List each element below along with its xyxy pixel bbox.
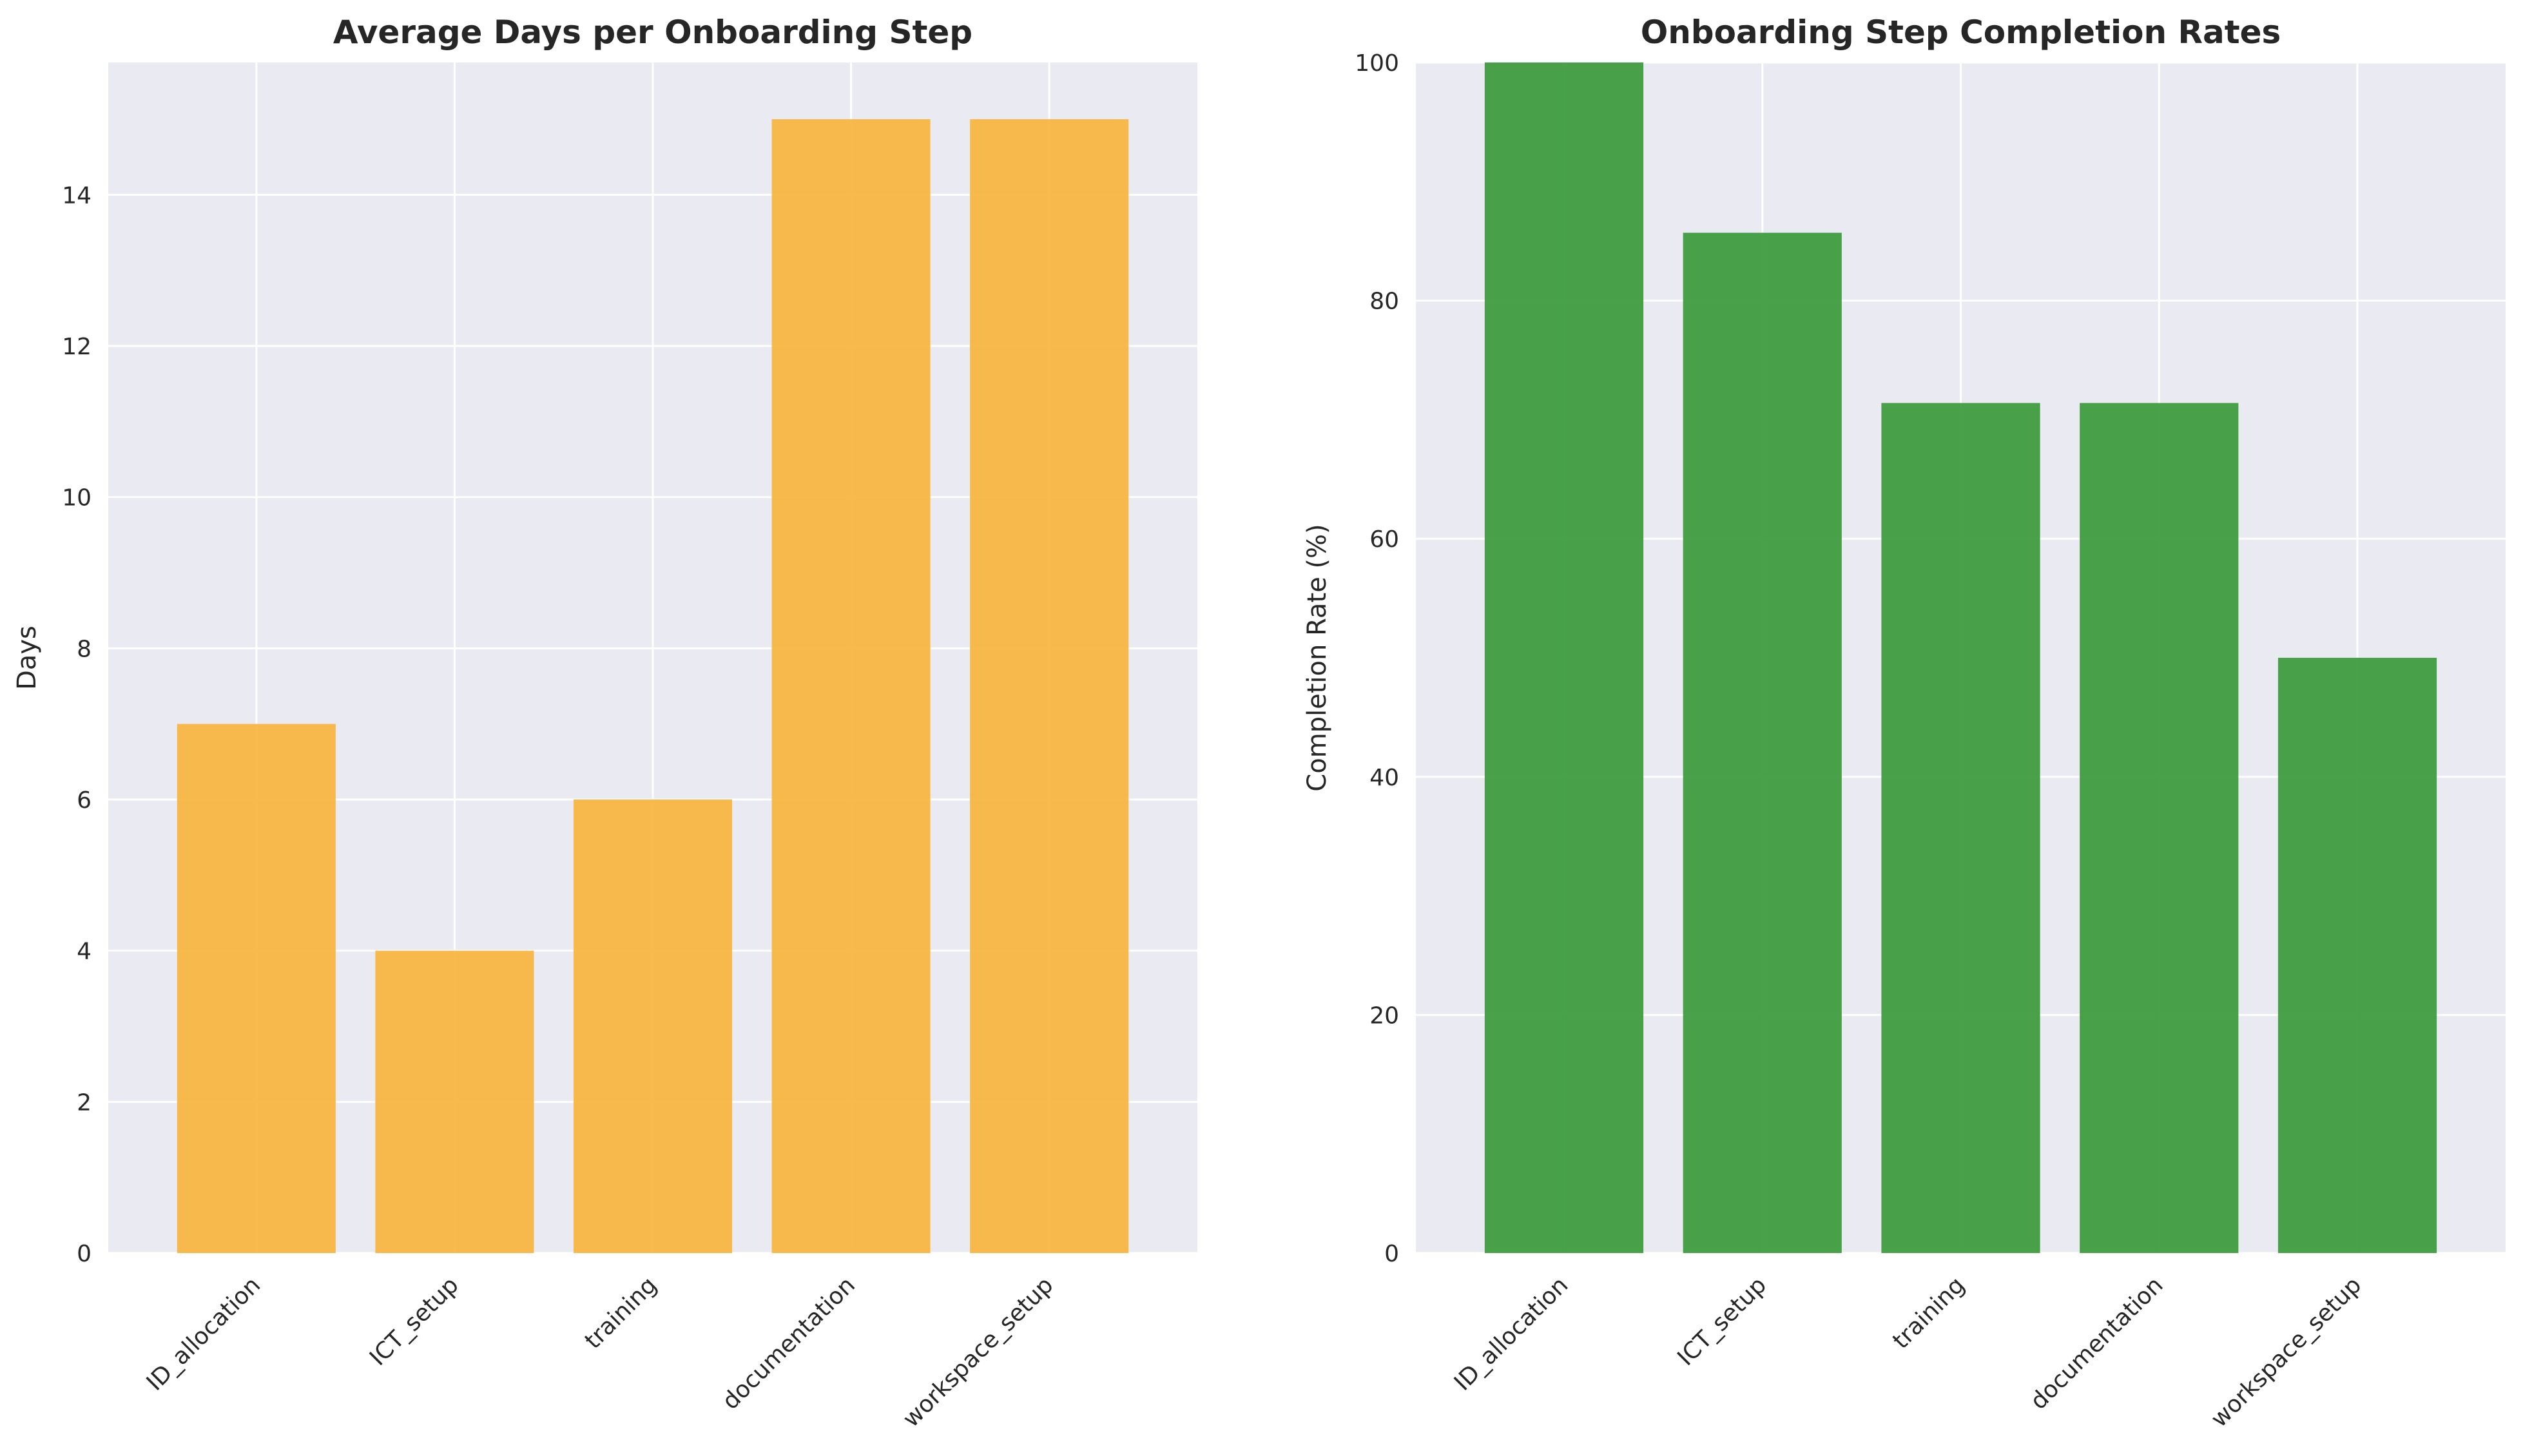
days-bar-training: [573, 800, 733, 1253]
completion-y-tick-40: 40: [1369, 765, 1399, 791]
completion-bar-documentation: [2080, 403, 2239, 1253]
days-y-ticks: 0 2 4 6 8 10 12 14: [62, 182, 92, 1267]
completion-chart-title: Onboarding Step Completion Rates: [1641, 14, 2281, 51]
completion-x-tick-documentation: documentation: [2025, 1272, 2169, 1415]
completion-y-tick-60: 60: [1369, 526, 1399, 553]
completion-bar-training: [1881, 403, 2040, 1253]
days-x-tick-training: training: [580, 1272, 662, 1354]
completion-x-tick-ict-setup: ICT_setup: [1672, 1272, 1772, 1371]
days-y-tick-4: 4: [77, 939, 92, 965]
days-bar-workspace-setup: [970, 119, 1129, 1253]
completion-y-tick-0: 0: [1384, 1241, 1399, 1267]
completion-y-axis-label: Completion Rate (%): [1302, 524, 1332, 791]
completion-bar-id-allocation: [1484, 62, 1644, 1253]
completion-bar-ict-setup: [1683, 233, 1842, 1253]
days-y-tick-12: 12: [62, 334, 92, 360]
completion-x-ticks: ID_allocation ICT_setup training documentat…: [1449, 1272, 2367, 1432]
completion-x-tick-training: training: [1888, 1272, 1970, 1354]
completion-y-tick-20: 20: [1369, 1002, 1399, 1029]
completion-y-tick-80: 80: [1369, 289, 1399, 315]
days-bar-id-allocation: [177, 723, 336, 1253]
completion-chart: 0 20 40 60 80 100 ID_allocation ICT_setup train…: [1302, 14, 2506, 1433]
days-y-tick-6: 6: [77, 787, 92, 814]
days-x-tick-workspace-setup: workspace_setup: [898, 1272, 1058, 1432]
completion-y-ticks: 0 20 40 60 80 100: [1355, 50, 1399, 1267]
days-bar-ict-setup: [375, 950, 534, 1253]
completion-x-tick-workspace-setup: workspace_setup: [2206, 1272, 2366, 1432]
days-chart: 0 2 4 6 8 10 12 14 ID_allocation ICT_setup traini…: [12, 14, 1197, 1433]
completion-y-tick-100: 100: [1355, 50, 1399, 77]
days-y-tick-2: 2: [77, 1089, 92, 1116]
days-bar-documentation: [771, 119, 931, 1253]
completion-x-tick-id-allocation: ID_allocation: [1449, 1272, 1574, 1396]
days-chart-title: Average Days per Onboarding Step: [333, 14, 972, 51]
days-y-tick-10: 10: [62, 485, 92, 512]
days-y-tick-0: 0: [77, 1241, 92, 1267]
completion-bars: [1484, 62, 2437, 1253]
days-y-axis-label: Days: [12, 626, 42, 690]
days-x-tick-documentation: documentation: [717, 1272, 860, 1415]
days-x-ticks: ID_allocation ICT_setup training documentat…: [142, 1272, 1059, 1432]
days-y-tick-14: 14: [62, 182, 92, 209]
days-y-tick-8: 8: [77, 636, 92, 662]
days-bars: [177, 119, 1129, 1253]
days-x-tick-id-allocation: ID_allocation: [142, 1272, 266, 1396]
completion-bar-workspace-setup: [2277, 658, 2437, 1253]
days-x-tick-ict-setup: ICT_setup: [365, 1272, 464, 1371]
